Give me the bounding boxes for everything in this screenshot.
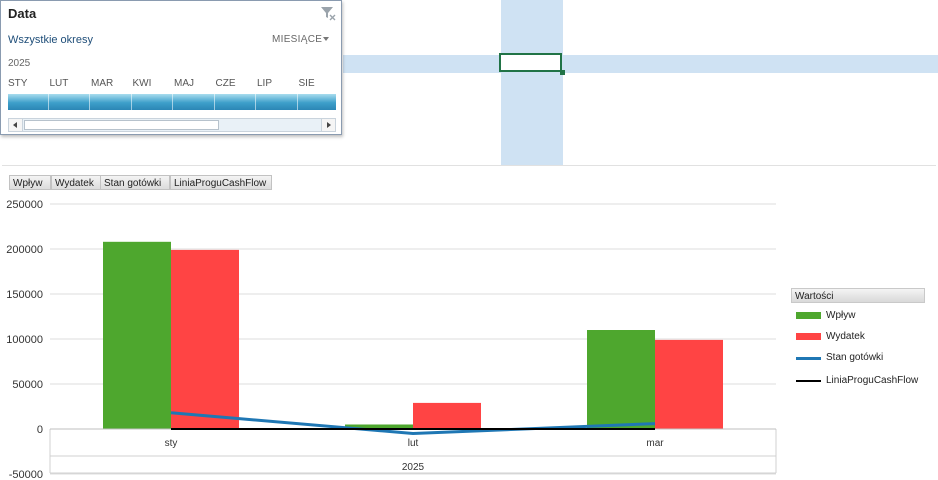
bar-mar-1 bbox=[655, 339, 723, 429]
timeline-month-divider bbox=[213, 94, 215, 110]
selected-row-highlight bbox=[343, 55, 938, 73]
y-tick-label: 50000 bbox=[12, 379, 43, 391]
y-tick-label: 250000 bbox=[6, 199, 43, 211]
scroll-thumb[interactable] bbox=[24, 120, 219, 130]
field-button-wplyw[interactable]: Wpływ bbox=[9, 175, 51, 190]
chevron-down-icon[interactable] bbox=[323, 37, 329, 41]
scroll-right-icon[interactable] bbox=[321, 119, 335, 131]
timeline-month-divider bbox=[296, 94, 298, 110]
month-label-sie[interactable]: SIE bbox=[298, 78, 315, 89]
month-label-mar[interactable]: MAR bbox=[91, 78, 114, 89]
x-tick-label: mar bbox=[646, 438, 664, 449]
field-button-stan-gotowki[interactable]: Stan gotówki bbox=[100, 175, 170, 190]
slicer-year: 2025 bbox=[8, 58, 31, 69]
selected-column-highlight bbox=[501, 0, 563, 165]
x-tick-label: lut bbox=[408, 438, 419, 449]
time-level-dropdown[interactable]: MIESIĄCE bbox=[272, 34, 323, 45]
legend-label: Wydatek bbox=[826, 331, 865, 342]
month-label-maj[interactable]: MAJ bbox=[174, 78, 194, 89]
legend-title: Wartości bbox=[791, 288, 925, 303]
legend-label: Wpływ bbox=[826, 310, 856, 321]
all-periods-label: Wszystkie okresy bbox=[8, 34, 93, 46]
bar-lut-1 bbox=[413, 402, 481, 429]
month-label-sty[interactable]: STY bbox=[8, 78, 28, 89]
month-label-lut[interactable]: LUT bbox=[49, 78, 69, 89]
legend-label: Stan gotówki bbox=[826, 352, 884, 363]
y-tick-label: 0 bbox=[37, 424, 43, 436]
timeline-month-divider bbox=[89, 94, 90, 110]
timeline-month-divider bbox=[255, 94, 256, 110]
bar-sty-1 bbox=[171, 249, 239, 429]
fill-handle[interactable] bbox=[560, 70, 565, 75]
timeline-month-divider bbox=[47, 94, 49, 110]
y-tick-label: 150000 bbox=[6, 289, 43, 301]
bar-lut-0 bbox=[345, 424, 413, 429]
timeline-month-divider bbox=[130, 94, 132, 110]
legend-swatch bbox=[796, 380, 821, 382]
legend-label: LiniaProguCashFlow bbox=[826, 375, 919, 386]
timeline-bar[interactable] bbox=[8, 94, 336, 110]
clear-filter-icon[interactable] bbox=[319, 5, 337, 21]
y-tick-label: -50000 bbox=[9, 469, 43, 479]
y-tick-label: 200000 bbox=[6, 244, 43, 256]
month-label-kwi[interactable]: KWI bbox=[132, 78, 152, 89]
y-tick-label: 100000 bbox=[6, 334, 43, 346]
legend-swatch bbox=[796, 333, 821, 340]
x-tick-label: sty bbox=[165, 438, 178, 449]
slicer-title: Data bbox=[8, 6, 37, 21]
month-label-cze[interactable]: CZE bbox=[215, 78, 236, 89]
timeline-slicer[interactable]: Data Wszystkie okresy MIESIĄCE 2025 STY L… bbox=[0, 0, 342, 135]
active-cell[interactable] bbox=[499, 53, 562, 72]
legend-swatch bbox=[796, 312, 821, 319]
timeline-month-divider bbox=[172, 94, 173, 110]
month-labels: STY LUT MAR KWI MAJ CZE LIP SIE bbox=[8, 78, 336, 92]
legend-swatch bbox=[796, 357, 821, 360]
series-line-0 bbox=[170, 411, 656, 435]
timeline-scrollbar[interactable] bbox=[8, 118, 336, 132]
x-group-label: 2025 bbox=[402, 462, 425, 473]
bar-mar-0 bbox=[587, 330, 655, 429]
scroll-left-icon[interactable] bbox=[9, 119, 23, 131]
bar-sty-0 bbox=[103, 241, 171, 429]
field-button-linia-progu[interactable]: LiniaProguCashFlow bbox=[170, 175, 272, 190]
month-label-lip[interactable]: LIP bbox=[257, 78, 273, 89]
